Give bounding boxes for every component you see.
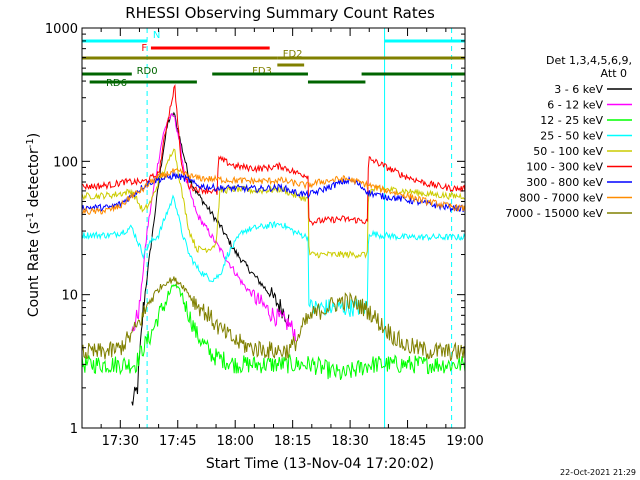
x-tick-label: 19:00 bbox=[446, 434, 483, 449]
y-axis-label: Count Rate (s-1 detector-1) bbox=[25, 133, 42, 317]
legend: Det 1,3,4,5,6,9,Att 0 3 - 6 keV 6 - 12 keV… bbox=[505, 54, 632, 220]
legend-label: 300 - 800 keV bbox=[526, 176, 603, 189]
annotation-label-rd0: RD0 bbox=[137, 66, 158, 77]
legend-label: 50 - 100 keV bbox=[533, 145, 603, 158]
legend-header-line2: Att 0 bbox=[601, 67, 627, 80]
y-tick-label: 10 bbox=[61, 289, 78, 304]
y-tick-label: 1 bbox=[70, 422, 78, 437]
series-line-25-50-kev bbox=[82, 194, 465, 318]
y-tick-label: 100 bbox=[53, 155, 78, 170]
x-tick-label: 17:30 bbox=[102, 434, 139, 449]
series-line-800-7000-kev bbox=[82, 168, 465, 215]
x-tick-label: 18:45 bbox=[389, 434, 426, 449]
legend-label: 25 - 50 keV bbox=[540, 130, 603, 143]
annotation-label-f: F bbox=[141, 43, 147, 54]
chart-title: RHESSI Observing Summary Count Rates bbox=[125, 4, 435, 22]
x-tick-label: 18:30 bbox=[331, 434, 368, 449]
series-line-300-800-kev bbox=[82, 171, 465, 213]
x-tick-label: 18:00 bbox=[216, 434, 253, 449]
x-tick-label: 18:15 bbox=[274, 434, 311, 449]
series-line-6-12-kev bbox=[131, 113, 297, 342]
legend-label: 7000 - 15000 keV bbox=[505, 207, 603, 220]
series-line-3-6-kev bbox=[131, 111, 290, 406]
legend-label: 12 - 25 keV bbox=[540, 114, 603, 127]
annotation-label-fd3: FD3 bbox=[252, 66, 272, 77]
annotation-label-rd6: RD6 bbox=[106, 78, 127, 89]
timestamp-label: 22-Oct-2021 21:29 bbox=[560, 468, 636, 477]
series-line-100-300-kev bbox=[82, 84, 465, 227]
legend-label: 100 - 300 keV bbox=[526, 161, 603, 174]
series-line-7000-15000-kev bbox=[82, 276, 465, 362]
y-tick-label: 1000 bbox=[45, 22, 78, 37]
series-group bbox=[82, 84, 465, 406]
legend-header-line1: Det 1,3,4,5,6,9, bbox=[546, 54, 632, 67]
series-line-12-25-kev bbox=[82, 283, 465, 380]
annotation-label-fd2: FD2 bbox=[283, 49, 303, 60]
annotation-label-n: N bbox=[153, 30, 160, 41]
legend-label: 3 - 6 keV bbox=[554, 83, 603, 96]
x-tick-label: 17:45 bbox=[159, 434, 196, 449]
legend-label: 6 - 12 keV bbox=[547, 99, 603, 112]
x-axis-label: Start Time (13-Nov-04 17:20:02) bbox=[206, 456, 434, 472]
legend-label: 800 - 7000 keV bbox=[519, 192, 603, 205]
